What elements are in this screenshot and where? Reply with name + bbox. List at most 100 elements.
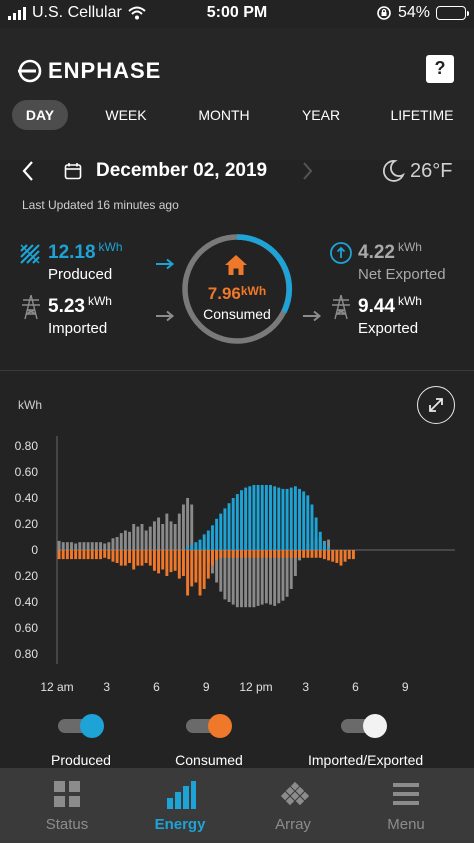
exported-metric: 9.44 kWh Exported: [358, 294, 422, 337]
consumed-bar: [327, 550, 331, 561]
tab-lifetime[interactable]: LIFETIME: [390, 107, 454, 123]
consumed-bar: [74, 550, 78, 560]
help-button[interactable]: ?: [426, 55, 454, 83]
consumed-bar: [78, 550, 82, 560]
consumed-bar: [293, 550, 297, 558]
consumed-bar: [82, 550, 86, 560]
imported-exported-bar: [103, 543, 107, 550]
imported-exported-bar: [144, 530, 148, 550]
consumed-bar: [347, 550, 351, 560]
consumed-bar: [285, 550, 289, 558]
consumed-bar: [306, 550, 310, 558]
period-tabs: DAY WEEK MONTH YEAR LIFETIME: [0, 100, 474, 134]
tab-month[interactable]: MONTH: [198, 107, 250, 123]
imported-exported-bar: [90, 542, 94, 550]
legend-produced-label: Produced: [51, 752, 111, 768]
consumed-bar: [211, 550, 214, 566]
produced-bar: [186, 547, 190, 550]
nav-energy-label: Energy: [154, 816, 206, 833]
imported-exported-bar: [111, 538, 115, 550]
consumed-bar: [331, 550, 335, 562]
imported-exported-bar: [260, 550, 264, 605]
produced-bar: [235, 494, 239, 550]
solar-panel-icon: [20, 244, 40, 264]
imported-exported-bar: [244, 550, 248, 608]
imported-exported-bar: [281, 550, 285, 601]
imported-exported-bar: [107, 542, 111, 550]
consumed-bar: [302, 550, 306, 558]
legend-produced[interactable]: Produced: [50, 712, 112, 768]
imported-exported-bar: [136, 526, 140, 550]
calendar-icon[interactable]: [64, 162, 82, 180]
imported-exported-bar: [177, 513, 181, 550]
y-tick-label: 0: [31, 543, 38, 557]
consumed-bar: [111, 550, 115, 562]
nav-status-label: Status: [45, 816, 89, 833]
produced-bar: [269, 485, 272, 550]
imported-exported-bar: [248, 550, 252, 608]
enphase-logo-icon: [18, 59, 42, 83]
consumed-bar: [119, 550, 123, 566]
consumed-bar: [123, 550, 127, 566]
imported-exported-bar: [277, 550, 281, 604]
x-tick-label: 12 am: [40, 680, 73, 694]
imported-exported-bar: [86, 542, 90, 550]
produced-toggle[interactable]: [58, 712, 104, 740]
imported-exported-bar: [227, 550, 231, 602]
produced-bar: [194, 542, 198, 550]
consumed-bar: [177, 550, 181, 579]
previous-day-button[interactable]: [18, 156, 38, 186]
consumed-bar: [132, 550, 136, 570]
consumed-bar: [206, 550, 210, 579]
imported-exported-bar: [256, 550, 260, 606]
consumed-metric: 7.96kWh: [180, 284, 294, 304]
consumed-bar: [128, 550, 132, 563]
imported-exported-toggle[interactable]: [341, 712, 387, 740]
expand-icon: [429, 398, 443, 412]
consumed-bar: [186, 550, 190, 596]
consumed-bar: [202, 550, 206, 589]
expand-chart-button[interactable]: [417, 386, 455, 424]
consumed-toggle[interactable]: [186, 712, 232, 740]
produced-bar: [322, 542, 326, 550]
legend-consumed[interactable]: Consumed: [174, 712, 244, 768]
imported-exported-bar: [269, 550, 272, 605]
nav-energy[interactable]: Energy: [121, 768, 239, 843]
consumed-bar: [144, 550, 148, 563]
consumed-bar: [244, 550, 248, 558]
consumed-bar: [169, 550, 173, 573]
imported-exported-bar: [161, 524, 165, 550]
energy-chart[interactable]: 0.80 0.60 0.40 0.20 0 0.20 0.40 0.60 0.80 12 am 3 6…: [0, 430, 474, 700]
imported-exported-bar: [132, 524, 136, 550]
imported-exported-bar: [219, 550, 223, 592]
imported-exported-bar: [99, 542, 102, 550]
legend-imported-exported[interactable]: Imported/Exported: [308, 712, 424, 768]
imported-exported-bar: [94, 542, 98, 550]
tab-day[interactable]: DAY: [12, 100, 68, 130]
consumed-bar: [57, 550, 61, 560]
tab-year[interactable]: YEAR: [301, 107, 341, 123]
y-tick-label: 0.80: [15, 647, 39, 661]
x-tick-label: 3: [302, 680, 309, 694]
nav-status[interactable]: Status: [8, 768, 126, 843]
legend-consumed-label: Consumed: [175, 752, 243, 768]
produced-bar: [310, 504, 314, 550]
imported-exported-bar: [82, 542, 86, 550]
legend-imported-exported-label: Imported/Exported: [308, 752, 424, 768]
nav-menu[interactable]: Menu: [347, 768, 465, 843]
net-exported-label: Net Exported: [358, 266, 446, 283]
imported-exported-bar: [128, 531, 132, 550]
produced-bar: [314, 517, 318, 550]
produced-bar: [285, 488, 289, 550]
imported-exported-bar: [293, 550, 297, 576]
y-tick-label: 0.60: [15, 621, 39, 635]
consumed-bar: [165, 550, 169, 576]
produced-label: Produced: [48, 266, 113, 283]
consumed-bar: [173, 550, 177, 571]
imported-exported-bar: [115, 537, 119, 550]
next-day-button[interactable]: [300, 158, 316, 184]
tab-week[interactable]: WEEK: [105, 107, 147, 123]
imported-label: Imported: [48, 320, 108, 337]
nav-array[interactable]: Array: [234, 768, 352, 843]
date-title[interactable]: December 02, 2019: [96, 160, 268, 181]
